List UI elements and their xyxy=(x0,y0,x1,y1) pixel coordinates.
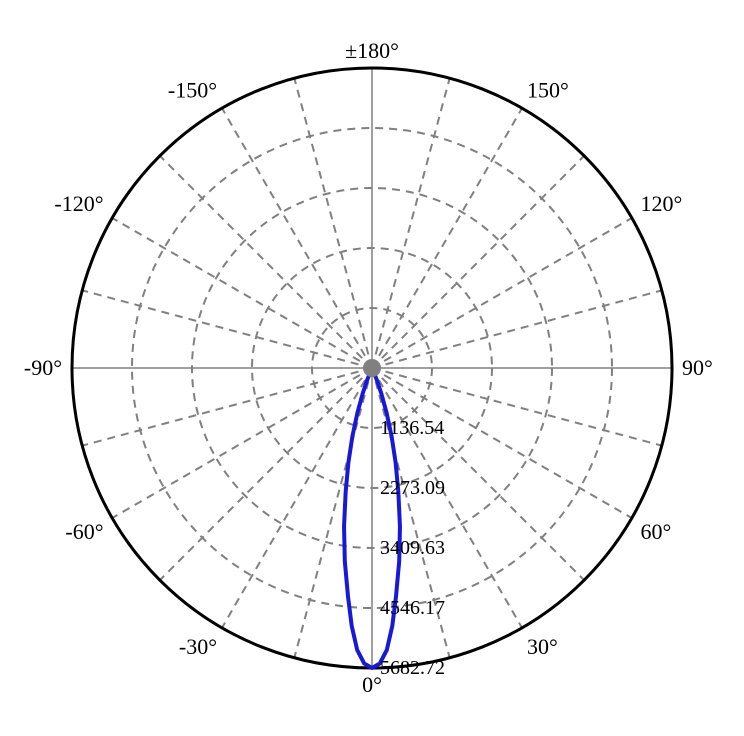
angle-label: -30° xyxy=(179,634,217,659)
angle-label: -60° xyxy=(65,519,103,544)
angle-label: 0° xyxy=(362,672,382,697)
polar-chart: ±180° 150° 120° 90° 60° 30° 0° -30° -60° -90° -120… xyxy=(0,0,744,736)
radial-label: 5682.72 xyxy=(380,657,445,679)
angle-label: 150° xyxy=(527,78,569,103)
angle-label: 90° xyxy=(682,355,713,380)
angle-label: -90° xyxy=(24,355,62,380)
radial-label: 4546.17 xyxy=(380,597,445,619)
radial-label: 1136.54 xyxy=(380,417,444,439)
radial-label: 2273.09 xyxy=(380,477,445,499)
angle-label: -120° xyxy=(54,191,103,216)
angle-label: 30° xyxy=(527,634,558,659)
angle-label: ±180° xyxy=(345,38,399,63)
radial-label: 3409.63 xyxy=(380,537,445,559)
angle-label: 60° xyxy=(640,519,671,544)
angle-label: 120° xyxy=(640,191,682,216)
angle-label: -150° xyxy=(168,78,217,103)
